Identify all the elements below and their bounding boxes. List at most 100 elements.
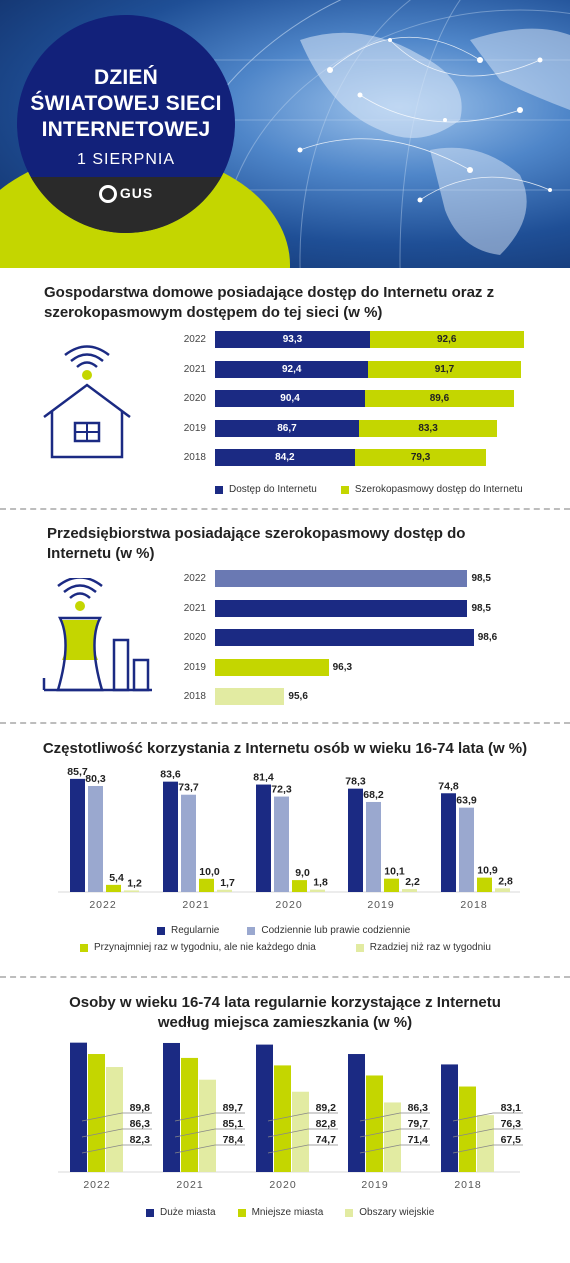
bar-value-label: 73,7 [178, 782, 199, 794]
divider [0, 976, 570, 978]
year-tick-label: 2018 [460, 899, 487, 911]
legend-swatch-daily [247, 926, 256, 935]
bar-value-label: 9,0 [295, 867, 310, 879]
legend-swatch-small-cities [237, 1208, 246, 1217]
year-label: 2021 [183, 363, 206, 375]
bar-value-label: 10,9 [477, 865, 498, 877]
house-wifi-icon [43, 345, 131, 459]
bar-residence [366, 1075, 383, 1172]
residence-chart: 89,8 86,3 82,3 2022 89,7 85,1 78,4 2021 89,2 82,8… [58, 1042, 523, 1191]
callout-line [174, 1112, 245, 1122]
bar-frequency [441, 793, 456, 892]
bar-broadband-access: 83,3 [358, 419, 498, 437]
bar-value-label: 5,4 [109, 872, 124, 884]
legend-label-rarely: Rzadziej niż raz w tygodniu [369, 942, 491, 953]
bar-value-label: 82,8 [316, 1118, 337, 1130]
callout-line [81, 1112, 152, 1122]
section4-legend: Duże miasta Mniejsze miasta Obszary wiej… [146, 1207, 434, 1218]
bar-enterprise-broadband [215, 570, 468, 587]
bar-frequency [256, 784, 271, 892]
bar-frequency [366, 801, 381, 892]
bar-frequency [274, 796, 289, 892]
bar-value-label: 74,7 [316, 1134, 337, 1146]
bar-value-label: 1,8 [313, 877, 328, 889]
bar-frequency [124, 890, 139, 892]
legend-label-rural: Obszary wiejskie [359, 1207, 435, 1218]
year-label: 2020 [183, 393, 206, 404]
bar-value-label: 10,0 [199, 866, 220, 878]
title-badge: DZIEŃ ŚWIATOWEJ SIECI INTERNETOWEJ 1 SIE… [17, 15, 235, 233]
year-tick-label: 2021 [182, 899, 209, 911]
year-label: 2019 [183, 661, 206, 673]
bar-value-label: 71,4 [408, 1134, 429, 1146]
bar-value-label: 2,2 [405, 876, 420, 888]
callout-line [267, 1112, 338, 1122]
title-line-3: INTERNETOWEJ [41, 118, 211, 141]
bar-value-label: 96,3 [332, 661, 353, 673]
legend-swatch-rural [345, 1208, 354, 1217]
callout-line [359, 1128, 430, 1138]
bar-frequency [217, 889, 232, 892]
legend-swatch-big-cities [146, 1208, 154, 1217]
callout-line [359, 1144, 430, 1154]
bar-value-label: 89,7 [223, 1102, 244, 1114]
callout-line [452, 1144, 523, 1154]
callout-line [174, 1128, 245, 1138]
bar-value-label: 67,5 [501, 1134, 522, 1146]
bar-value-label: 74,8 [438, 780, 459, 792]
bar-value-label: 72,3 [271, 784, 292, 796]
bar-frequency [477, 877, 492, 892]
bar-enterprise-broadband [215, 599, 468, 617]
bar-value-label: 83,1 [501, 1102, 522, 1114]
bar-residence [384, 1102, 401, 1172]
section2-title: Przedsiębiorstwa posiadające szerokopasm… [47, 525, 466, 562]
year-tick-label: 2018 [454, 1179, 481, 1191]
bar-residence [459, 1086, 476, 1172]
section3-title: Częstotliwość korzystania z Internetu os… [42, 740, 528, 757]
bar-internet-access: 84,2 [215, 449, 355, 466]
year-label: 2018 [183, 452, 206, 463]
bar-frequency [181, 794, 196, 892]
legend-label-small-cities: Mniejsze miasta [251, 1207, 324, 1218]
bar-internet-access: 93,3 [215, 331, 370, 348]
bar-residence [199, 1079, 216, 1172]
bar-value-label: 2,8 [498, 875, 513, 887]
callout-line [452, 1112, 523, 1122]
bar-broadband-access: 79,3 [354, 449, 487, 466]
bar-frequency [70, 778, 85, 892]
bar-value-label: 1,2 [127, 877, 142, 889]
bar-value-label: 86,3 [408, 1102, 429, 1114]
date-label: 1 SIERPNIA [76, 151, 176, 168]
section4-title: Osoby w wieku 16-74 lata regularnie korz… [69, 994, 501, 1031]
year-label: 2020 [183, 632, 206, 643]
callout-line [81, 1128, 152, 1138]
globe-network-illustration [159, 0, 570, 268]
callout-line [359, 1112, 430, 1122]
bar-residence [348, 1054, 365, 1172]
title-line-2: ŚWIATOWEJ SIECI [30, 92, 222, 115]
section3-legend-row2: Przynajmniej raz w tygodniu, ale nie każ… [80, 942, 491, 953]
bar-frequency [163, 781, 178, 892]
bar-value-label: 86,3 [130, 1118, 151, 1130]
legend-label-regular: Regularnie [171, 925, 220, 936]
bar-residence [70, 1042, 87, 1172]
bar-frequency [495, 888, 510, 892]
bar-value-label: 89,8 [130, 1102, 151, 1114]
bar-frequency [348, 788, 363, 892]
bar-value-label: 98,6 [477, 632, 498, 643]
divider [0, 722, 570, 724]
bar-enterprise-broadband [215, 629, 474, 646]
bar-residence [88, 1054, 105, 1172]
legend-swatch-regular [157, 926, 165, 935]
bar-residence [163, 1042, 180, 1172]
factory-wifi-icon [42, 578, 152, 692]
bar-frequency [199, 878, 214, 892]
bar-frequency [402, 889, 417, 892]
bar-frequency [88, 786, 103, 892]
bar-value-label: 89,2 [316, 1102, 337, 1114]
year-tick-label: 2019 [361, 1179, 388, 1191]
year-tick-label: 2022 [89, 899, 116, 911]
section1-title: Gospodarstwa domowe posiadające dostęp d… [44, 284, 495, 321]
legend-swatch-broadband [340, 485, 349, 494]
legend-label-broadband: Szerokopasmowy dostęp do Internetu [354, 484, 523, 495]
